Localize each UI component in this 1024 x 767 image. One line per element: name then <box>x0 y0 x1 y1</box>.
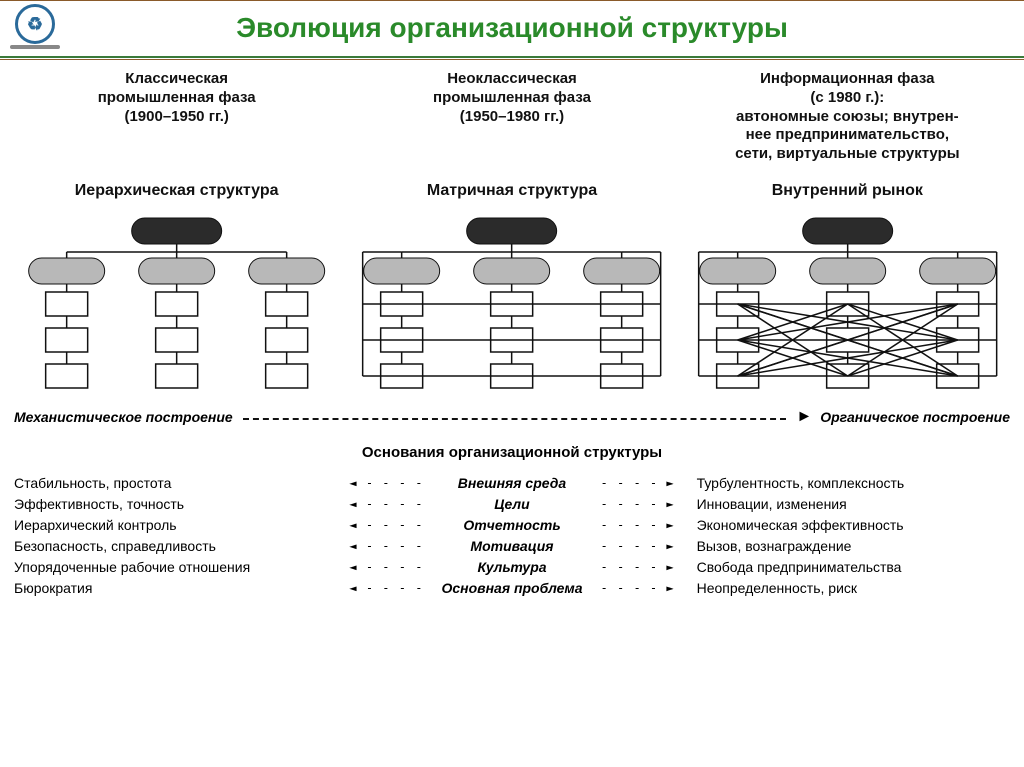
spectrum-right-label: Органическое построение <box>820 409 1010 425</box>
phase-line: Классическая <box>14 70 339 89</box>
phase-classical: Классическая промышленная фаза (1900–195… <box>14 70 339 164</box>
logo: ♻ <box>10 4 60 49</box>
slide-header: ♻ Эволюция организационной структуры <box>0 0 1024 58</box>
diagram-row <box>14 208 1010 398</box>
content: Классическая промышленная фаза (1900–195… <box>0 58 1024 606</box>
phase-headings-row: Классическая промышленная фаза (1900–195… <box>14 70 1010 164</box>
struct-title-matrix: Матричная структура <box>349 182 674 200</box>
basis-left: Бюрократия <box>14 580 331 596</box>
basis-right: Инновации, изменения <box>693 496 1010 512</box>
basis-left: Стабильность, простота <box>14 475 331 491</box>
phase-line: Неоклассическая <box>349 70 674 89</box>
spectrum-left-label: Механистическое построение <box>14 409 233 425</box>
basis-left: Иерархический контроль <box>14 517 331 533</box>
basis-left: Безопасность, справедливость <box>14 538 331 554</box>
arrow-right-icon: - - - - ► <box>601 476 675 490</box>
org-basis-title: Основания организационной структуры <box>14 444 1010 461</box>
diagram-matrix <box>349 208 674 398</box>
arrow-left-icon: ◄ - - - - <box>349 476 423 490</box>
basis-right: Вызов, вознаграждение <box>693 538 1010 554</box>
basis-right: Турбулентность, комплексность <box>693 475 1010 491</box>
basis-mid: Мотивация <box>441 538 582 554</box>
basis-mid: Отчетность <box>441 517 582 533</box>
basis-mid: Культура <box>441 559 582 575</box>
phase-line: (1900–1950 гг.) <box>14 108 339 127</box>
arrowhead-right-icon: ► <box>796 408 812 426</box>
phase-line: (с 1980 г.): <box>685 89 1010 108</box>
logo-base <box>10 45 60 49</box>
arrow-right-icon: - - - - ► <box>601 581 675 595</box>
arrow-right-icon: - - - - ► <box>601 560 675 574</box>
arrow-left-icon: ◄ - - - - <box>349 497 423 511</box>
phase-line: (1950–1980 гг.) <box>349 108 674 127</box>
struct-title-market: Внутренний рынок <box>685 182 1010 200</box>
basis-left: Упорядоченные рабочие отношения <box>14 559 331 575</box>
arrow-left-icon: ◄ - - - - <box>349 560 423 574</box>
phase-line: промышленная фаза <box>14 89 339 108</box>
basis-right: Свобода предпринимательства <box>693 559 1010 575</box>
phase-line: сети, виртуальные структуры <box>685 145 1010 164</box>
arrow-left-icon: ◄ - - - - <box>349 539 423 553</box>
basis-mid: Основная проблема <box>441 580 582 596</box>
arrow-left-icon: ◄ - - - - <box>349 518 423 532</box>
basis-right: Неопределенность, риск <box>693 580 1010 596</box>
spectrum-axis: Механистическое построение ► Органическо… <box>14 408 1010 426</box>
arrow-right-icon: - - - - ► <box>601 539 675 553</box>
basis-mid: Цели <box>441 496 582 512</box>
arrow-right-icon: - - - - ► <box>601 497 675 511</box>
struct-title-hierarchy: Иерархическая структура <box>14 182 339 200</box>
arrow-left-icon: ◄ - - - - <box>349 581 423 595</box>
recycle-icon: ♻ <box>15 4 55 44</box>
basis-grid: Стабильность, простота ◄ - - - - Внешняя с… <box>14 475 1010 596</box>
phase-neoclassical: Неоклассическая промышленная фаза (1950–… <box>349 70 674 164</box>
basis-left: Эффективность, точность <box>14 496 331 512</box>
basis-right: Экономическая эффективность <box>693 517 1010 533</box>
arrow-right-icon: - - - - ► <box>601 518 675 532</box>
phase-line: автономные союзы; внутрен- <box>685 108 1010 127</box>
phase-information: Информационная фаза (с 1980 г.): автоном… <box>685 70 1010 164</box>
structure-titles-row: Иерархическая структура Матричная структ… <box>14 182 1010 200</box>
phase-line: Информационная фаза <box>685 70 1010 89</box>
phase-line: промышленная фаза <box>349 89 674 108</box>
diagram-market <box>685 208 1010 398</box>
phase-line: нее предпринимательство, <box>685 126 1010 145</box>
page-title: Эволюция организационной структуры <box>236 12 788 44</box>
basis-mid: Внешняя среда <box>441 475 582 491</box>
diagram-hierarchy <box>14 208 339 398</box>
spectrum-dash <box>243 418 787 420</box>
